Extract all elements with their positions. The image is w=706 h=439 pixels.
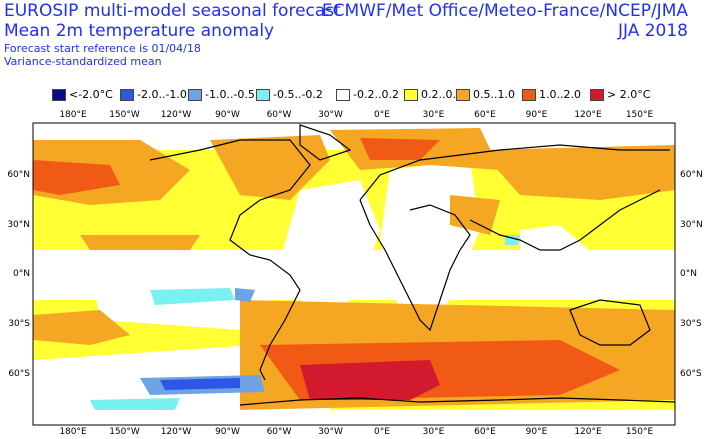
title-line-1: EUROSIP multi-model seasonal forecast bbox=[4, 1, 341, 21]
legend-swatch bbox=[256, 89, 270, 101]
coastline-south-asia bbox=[469, 189, 661, 251]
legend-swatch bbox=[120, 89, 134, 101]
lon-label-bottom: 150°E bbox=[626, 427, 654, 437]
anomaly-area-atlantic-neutral bbox=[280, 180, 380, 320]
title-line-2: Mean 2m temperature anomaly bbox=[4, 21, 275, 41]
lon-label-bottom: 180°E bbox=[59, 427, 87, 437]
anomaly-field bbox=[33, 123, 675, 425]
method-note: Variance-standardized mean bbox=[4, 55, 162, 68]
lon-label-top: 120°W bbox=[161, 110, 192, 120]
lon-label-top: 180°E bbox=[59, 110, 87, 120]
legend-swatch bbox=[404, 89, 418, 101]
lon-label-bottom: 120°E bbox=[574, 427, 602, 437]
lon-label-bottom: 60°E bbox=[474, 427, 496, 437]
anomaly-area-indian-neutral bbox=[520, 225, 600, 300]
legend-swatch bbox=[522, 89, 536, 101]
legend-swatch bbox=[590, 89, 604, 101]
legend-label: 1.0..2.0 bbox=[539, 88, 581, 101]
agencies-title: ECMWF/Met Office/Meteo-France/NCEP/JMA bbox=[321, 1, 688, 21]
lon-label-top: 0°E bbox=[374, 110, 390, 120]
lon-label-bottom: 90°E bbox=[526, 427, 548, 437]
lon-label-bottom: 0°E bbox=[374, 427, 390, 437]
lon-label-bottom: 30°E bbox=[423, 427, 445, 437]
legend-swatch bbox=[52, 89, 66, 101]
coastline-greenland bbox=[299, 124, 352, 161]
legend-label: 0.2..0.5 bbox=[421, 88, 463, 101]
lon-label-top: 30°W bbox=[318, 110, 343, 120]
lat-label-left: 0°N bbox=[13, 269, 30, 279]
lon-label-top: 90°W bbox=[215, 110, 240, 120]
anomaly-area-amundsen-cool bbox=[90, 398, 180, 410]
anomaly-area-ross-sea-strong-cool bbox=[160, 378, 240, 390]
map-frame bbox=[32, 122, 676, 426]
lon-label-bottom: 90°W bbox=[215, 427, 240, 437]
lon-label-top: 150°E bbox=[626, 110, 654, 120]
coastline-africa bbox=[359, 199, 471, 332]
lon-label-top: 60°W bbox=[267, 110, 292, 120]
anomaly-area-europe-strong bbox=[360, 138, 440, 160]
lat-label-left: 60°N bbox=[7, 170, 30, 180]
anomaly-area-north-pacific-strong bbox=[33, 160, 120, 195]
legend-swatch bbox=[188, 89, 202, 101]
coastline-australia bbox=[569, 299, 651, 346]
season-label: JJA 2018 bbox=[617, 21, 688, 41]
legend-label: -2.0..-1.0 bbox=[137, 88, 187, 101]
forecast-start-note: Forecast start reference is 01/04/18 bbox=[4, 42, 201, 55]
legend-label: -0.5..-0.2 bbox=[273, 88, 323, 101]
legend-label: -0.2..0.2 bbox=[353, 88, 399, 101]
lon-label-top: 150°W bbox=[109, 110, 140, 120]
lat-label-right: 30°N bbox=[680, 220, 703, 230]
axis-ticks: 180°E 180°E 150°W 150°W 120°W 120°W 90°W 90°W 60… bbox=[7, 110, 702, 437]
lon-label-bottom: 60°W bbox=[267, 427, 292, 437]
anomaly-area-south-atlantic-very-strong bbox=[300, 360, 440, 400]
lon-label-bottom: 120°W bbox=[161, 427, 192, 437]
legend-swatch bbox=[336, 89, 350, 101]
lat-label-right: 60°N bbox=[680, 170, 703, 180]
lon-label-top: 60°E bbox=[474, 110, 496, 120]
lon-label-bottom: 30°W bbox=[318, 427, 343, 437]
anomaly-area-east-pacific-warm bbox=[80, 235, 200, 250]
legend-label: <-2.0°C bbox=[69, 88, 113, 101]
coastline-americas bbox=[149, 139, 311, 381]
coastlines bbox=[149, 124, 675, 406]
anomaly-area-asia-warm bbox=[480, 145, 675, 200]
lat-label-right: 60°S bbox=[680, 369, 702, 379]
lat-label-right: 30°S bbox=[680, 319, 702, 329]
lat-label-right: 0°N bbox=[680, 269, 697, 279]
lon-label-top: 120°E bbox=[574, 110, 602, 120]
lat-label-left: 60°S bbox=[8, 369, 30, 379]
anomaly-area-canada-warm bbox=[210, 135, 330, 200]
legend-swatch bbox=[456, 89, 470, 101]
legend-label: > 2.0°C bbox=[607, 88, 651, 101]
anomaly-area-sw-pacific-warm bbox=[33, 310, 130, 345]
legend-label: 0.5..1.0 bbox=[473, 88, 515, 101]
legend-label: -1.0..-0.5 bbox=[205, 88, 255, 101]
coastline-antarctica bbox=[239, 397, 675, 406]
lat-label-left: 30°S bbox=[8, 319, 30, 329]
anomaly-area-peru-cool bbox=[235, 288, 255, 302]
lon-label-top: 90°E bbox=[526, 110, 548, 120]
lon-label-bottom: 150°W bbox=[109, 427, 140, 437]
coastline-eurasia-north bbox=[359, 144, 670, 201]
lon-label-top: 30°E bbox=[423, 110, 445, 120]
lat-label-left: 30°N bbox=[7, 220, 30, 230]
anomaly-area-equatorial-pacific-cool bbox=[150, 288, 235, 305]
